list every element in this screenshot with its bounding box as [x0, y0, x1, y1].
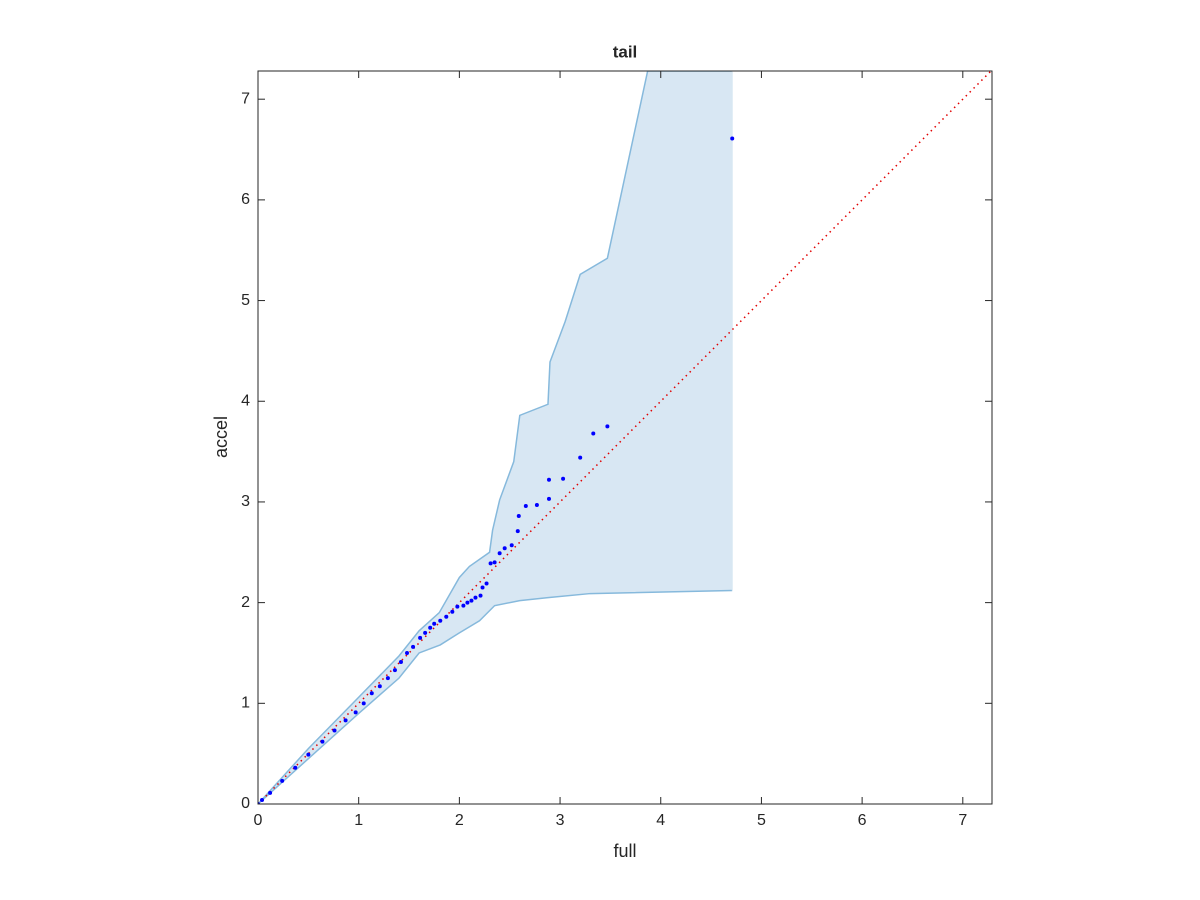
x-tick-label: 7: [958, 812, 967, 829]
x-tick-label: 1: [354, 812, 363, 829]
x-tick-label: 5: [757, 812, 766, 829]
point: [377, 684, 382, 689]
x-axis-label: full: [613, 841, 636, 861]
point: [478, 593, 483, 598]
y-tick-label: 4: [241, 392, 250, 409]
point: [353, 710, 358, 715]
point: [361, 701, 366, 706]
point: [392, 668, 397, 673]
point: [561, 476, 566, 481]
x-tick-label: 2: [455, 812, 464, 829]
point: [502, 546, 507, 551]
axes-box: [257, 70, 993, 805]
y-tick-label: 5: [241, 292, 250, 309]
point: [480, 585, 485, 590]
y-tick-label: 6: [241, 191, 250, 208]
band-upper: [258, 71, 733, 804]
point: [438, 618, 443, 623]
point: [343, 718, 348, 723]
y-axis-label: accel: [211, 416, 231, 458]
y-tick-label: 3: [241, 493, 250, 510]
point: [423, 630, 428, 635]
point: [405, 650, 410, 655]
point: [280, 778, 285, 783]
point: [293, 765, 298, 770]
y-tick-label: 1: [241, 695, 250, 712]
point: [385, 676, 390, 681]
point: [465, 600, 470, 605]
point: [492, 560, 497, 565]
point: [497, 551, 502, 556]
point: [484, 581, 489, 586]
point: [369, 691, 374, 696]
chart-title: tail: [613, 42, 638, 61]
point: [546, 496, 551, 501]
point: [260, 797, 265, 802]
point: [411, 644, 416, 649]
point: [306, 752, 311, 757]
point: [534, 502, 539, 507]
point: [320, 739, 325, 744]
point: [591, 431, 596, 436]
y-tick-label: 2: [241, 594, 250, 611]
point: [455, 604, 460, 609]
x-tick-label: 3: [556, 812, 565, 829]
point: [444, 614, 449, 619]
x-tick-label: 0: [254, 812, 263, 829]
point: [268, 790, 273, 795]
point: [428, 625, 433, 630]
point: [432, 621, 437, 626]
x-tick-label: 4: [656, 812, 665, 829]
point: [578, 455, 583, 460]
point: [546, 477, 551, 482]
point: [523, 503, 528, 508]
point: [730, 136, 735, 141]
band-lower: [258, 589, 733, 804]
y-tick-label: 7: [241, 90, 250, 107]
y-tick-label: 0: [241, 795, 250, 812]
plot-layer: [258, 71, 992, 804]
x-tick-label: 6: [858, 812, 867, 829]
point: [605, 424, 610, 429]
point: [398, 660, 403, 665]
point: [488, 561, 493, 566]
point: [450, 609, 455, 614]
point: [418, 635, 423, 640]
point: [473, 595, 478, 600]
point: [332, 728, 337, 733]
band-fill: [258, 71, 733, 804]
point: [461, 603, 466, 608]
point: [509, 543, 514, 548]
point: [469, 598, 474, 603]
point: [516, 514, 521, 519]
point: [515, 529, 520, 534]
